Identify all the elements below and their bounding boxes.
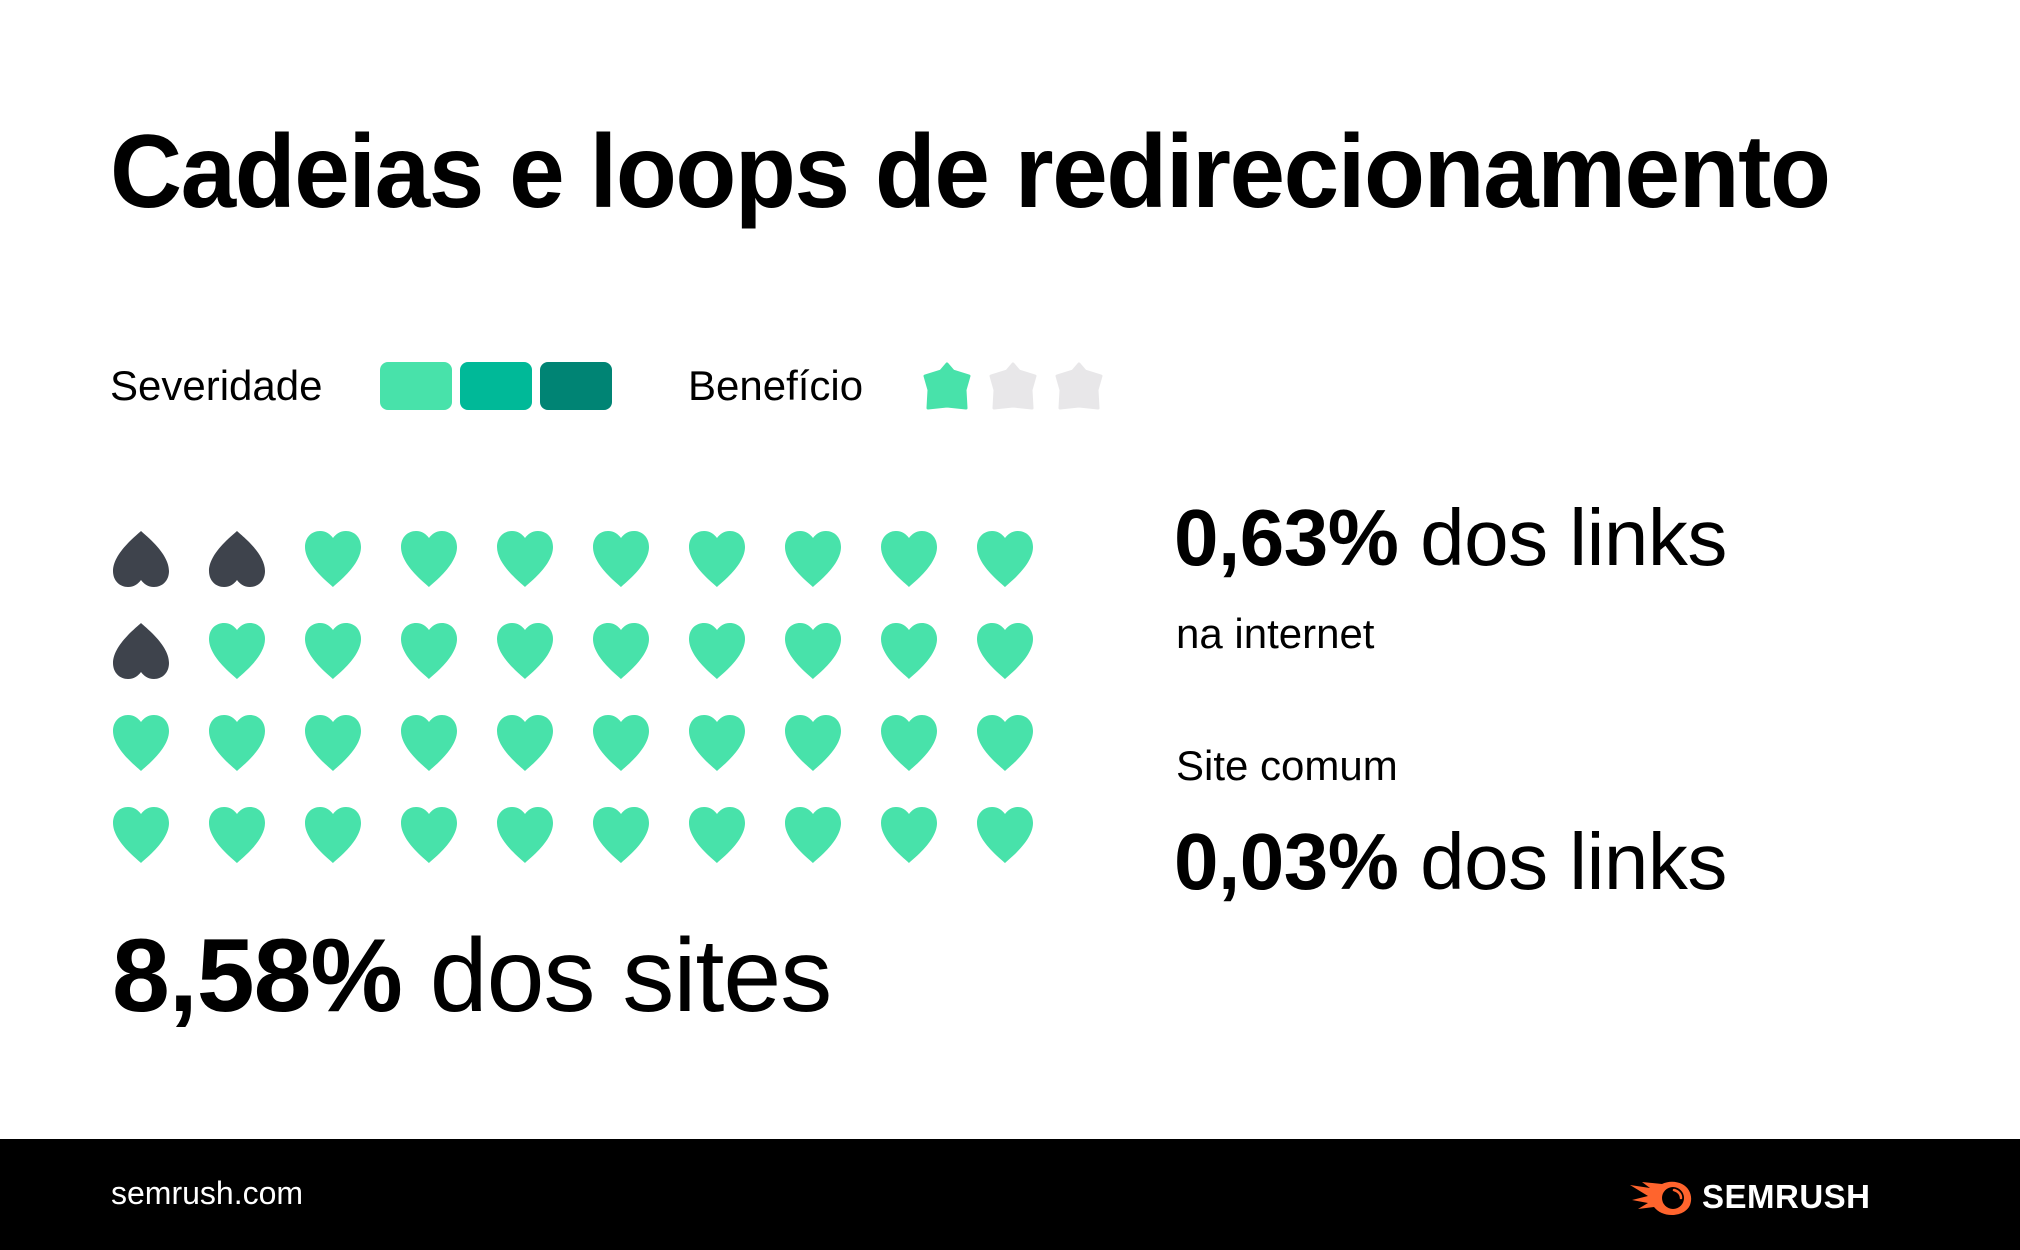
heart-icon: [397, 621, 461, 681]
internet-links-stat: 0,63% dos links: [1174, 492, 1727, 584]
heart-icon: [781, 529, 845, 589]
heart-icon: [589, 621, 653, 681]
heart-icon: [205, 713, 269, 773]
heart-icon: [493, 621, 557, 681]
severity-swatch-2: [460, 362, 532, 410]
heart-icon: [589, 529, 653, 589]
sites-stat-value: 8,58%: [112, 918, 403, 1034]
heart-icon: [877, 713, 941, 773]
heart-icon: [301, 713, 365, 773]
heart-icon: [301, 529, 365, 589]
benefit-rating: [922, 362, 1104, 410]
star-icon-empty: [988, 362, 1038, 410]
sites-stat: 8,58% dos sites: [112, 916, 832, 1036]
semrush-logo: SEMRUSH: [1628, 1177, 1871, 1217]
average-site-label: dos links: [1420, 817, 1727, 906]
heart-icon: [109, 805, 173, 865]
internet-links-value: 0,63%: [1174, 493, 1399, 582]
heart-icon: [685, 621, 749, 681]
fireball-icon: [1628, 1178, 1694, 1216]
benefit-label: Benefício: [688, 362, 864, 409]
star-icon-filled: [922, 362, 972, 410]
page-title: Cadeias e loops de redirecionamento: [110, 114, 1831, 230]
heart-icon: [877, 529, 941, 589]
heart-icon: [973, 621, 1037, 681]
heart-icon: [397, 805, 461, 865]
inverted-heart-icon: [109, 529, 173, 589]
heart-icon: [877, 805, 941, 865]
footer-url[interactable]: semrush.com: [111, 1175, 304, 1211]
heart-icon: [397, 529, 461, 589]
heart-icon: [685, 805, 749, 865]
heart-icon: [493, 805, 557, 865]
inverted-heart-icon: [109, 621, 173, 681]
heart-icon: [301, 621, 365, 681]
heart-grid: [109, 529, 1037, 865]
heart-icon: [973, 529, 1037, 589]
heart-icon: [205, 621, 269, 681]
legend: Severidade Benefício: [110, 356, 1103, 416]
internet-links-label: dos links: [1420, 493, 1727, 582]
heart-icon: [973, 713, 1037, 773]
severity-label: Severidade: [110, 362, 323, 409]
internet-note: na internet: [1176, 610, 1375, 657]
average-site-heading: Site comum: [1176, 742, 1398, 789]
severity-scale: [380, 362, 612, 410]
heart-icon: [781, 805, 845, 865]
heart-icon: [589, 805, 653, 865]
heart-icon: [781, 713, 845, 773]
heart-icon: [205, 805, 269, 865]
inverted-heart-icon: [205, 529, 269, 589]
heart-icon: [493, 713, 557, 773]
heart-icon: [301, 805, 365, 865]
heart-icon: [877, 621, 941, 681]
heart-icon: [493, 529, 557, 589]
heart-icon: [973, 805, 1037, 865]
footer: semrush.com SEMRUSH: [0, 1139, 2020, 1250]
sites-stat-label: dos sites: [429, 918, 832, 1034]
heart-icon: [109, 713, 173, 773]
heart-icon: [397, 713, 461, 773]
severity-swatch-1: [380, 362, 452, 410]
brand-name: SEMRUSH: [1702, 1178, 1871, 1215]
severity-swatch-3: [540, 362, 612, 410]
heart-icon: [589, 713, 653, 773]
star-icon-empty: [1054, 362, 1104, 410]
heart-icon: [781, 621, 845, 681]
heart-icon: [685, 529, 749, 589]
heart-icon: [685, 713, 749, 773]
average-site-links-stat: 0,03% dos links: [1174, 816, 1727, 908]
average-site-value: 0,03%: [1174, 817, 1399, 906]
